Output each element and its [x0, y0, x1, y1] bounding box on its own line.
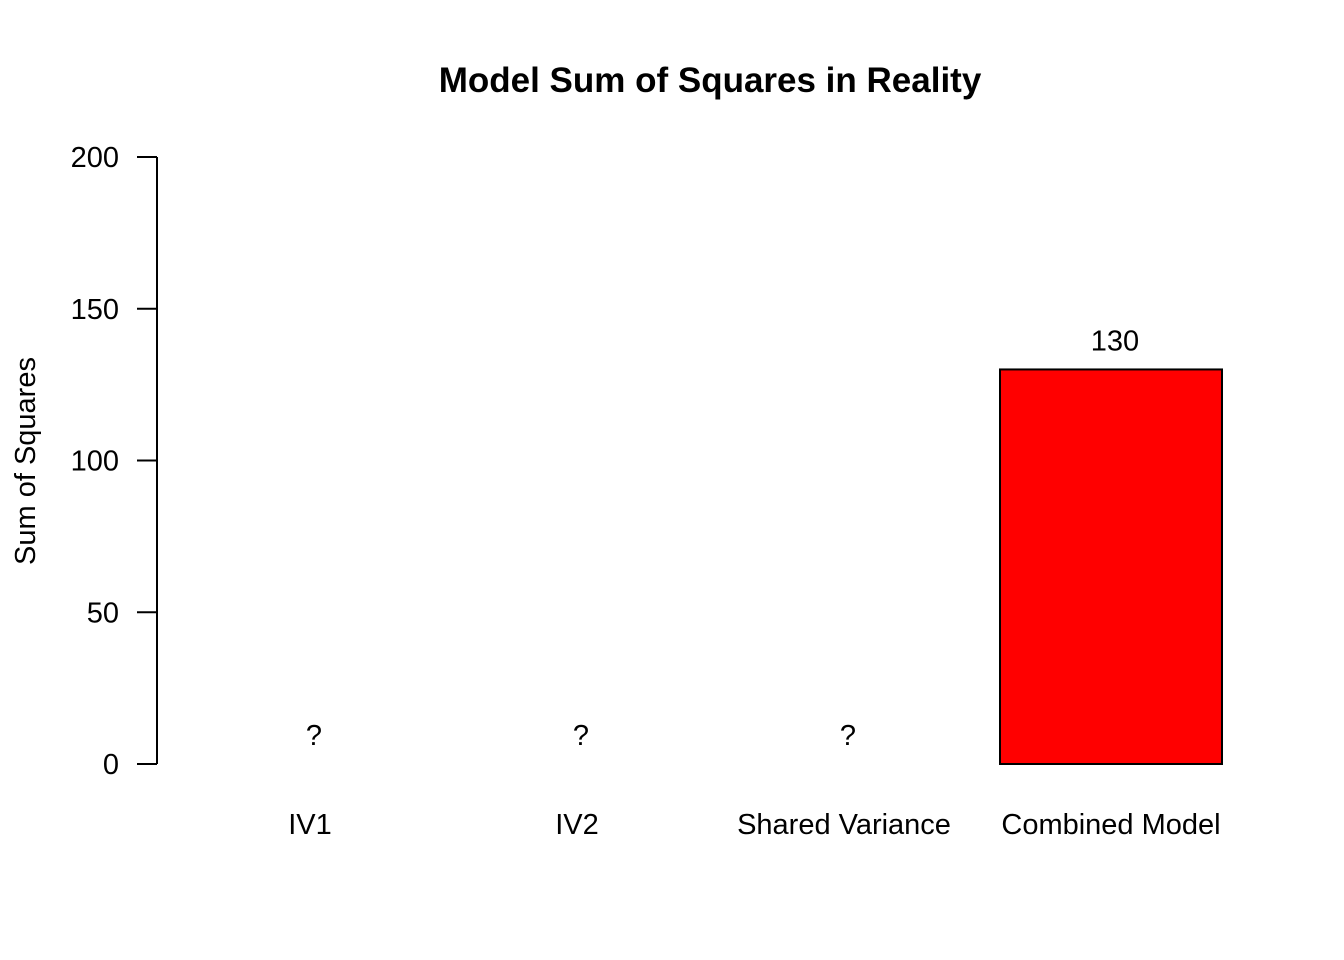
y-tick-label: 200	[71, 142, 119, 174]
chart-title: Model Sum of Squares in Reality	[439, 61, 982, 100]
y-tick-label: 100	[71, 446, 119, 478]
bar	[999, 368, 1223, 765]
bar-data-label: ?	[573, 720, 589, 752]
x-category-label: Shared Variance	[737, 809, 951, 841]
y-tick-label: 50	[87, 597, 119, 629]
bar-data-label: ?	[306, 720, 322, 752]
bar-data-label: ?	[840, 720, 856, 752]
y-tick-label: 0	[103, 749, 119, 781]
y-tick-label: 150	[71, 294, 119, 326]
bars-group: ?? ? 130	[306, 325, 1223, 765]
x-category-label: IV1	[288, 809, 332, 841]
y-axis-label: Sum of Squares	[10, 357, 42, 565]
y-axis: 0 50 100 150 200	[71, 142, 158, 781]
bar-data-label: 130	[1091, 325, 1139, 357]
x-category-label: IV2	[555, 809, 599, 841]
x-category-label: Combined Model	[1001, 809, 1220, 841]
x-axis-labels: IV1 IV2 Shared Variance Combined Model	[288, 809, 1220, 841]
